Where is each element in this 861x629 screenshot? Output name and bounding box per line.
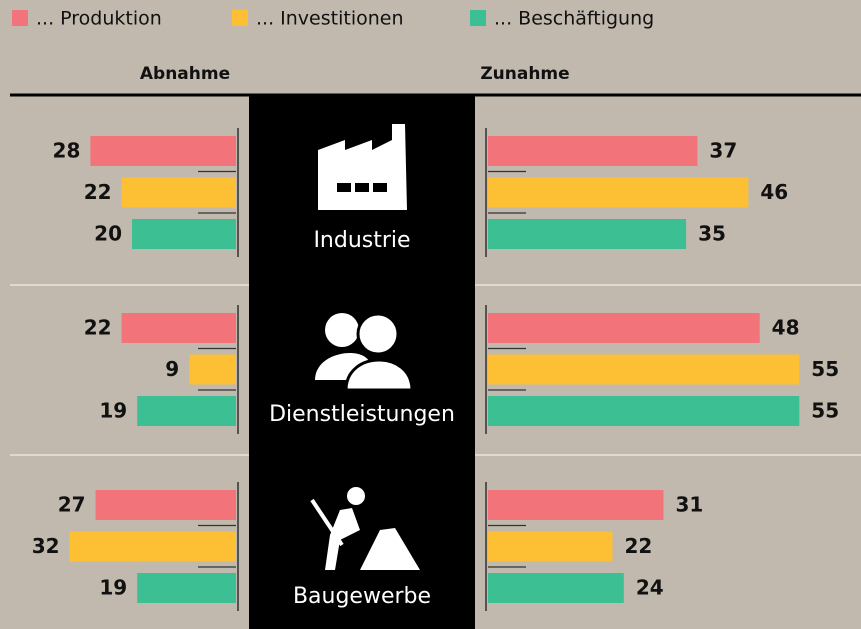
bar bbox=[121, 313, 236, 343]
legend-label: ... Beschäftigung bbox=[494, 8, 654, 30]
bar bbox=[488, 354, 800, 385]
category-label: Industrie bbox=[313, 228, 410, 253]
bar bbox=[137, 573, 236, 603]
bar bbox=[488, 136, 698, 166]
bar bbox=[488, 219, 687, 249]
people-icon bbox=[315, 312, 414, 392]
value-label: 55 bbox=[811, 399, 839, 423]
value-label: 27 bbox=[58, 493, 86, 517]
value-label: 28 bbox=[53, 139, 81, 163]
value-label: 37 bbox=[709, 139, 737, 163]
value-label: 19 bbox=[99, 576, 127, 600]
factory-icon bbox=[318, 124, 407, 210]
bar bbox=[488, 531, 613, 562]
legend-swatch bbox=[232, 10, 248, 26]
category-label: Baugewerbe bbox=[293, 584, 431, 609]
legend-label: ... Produktion bbox=[36, 8, 162, 30]
value-label: 32 bbox=[32, 534, 60, 558]
bar bbox=[137, 396, 236, 426]
bar bbox=[95, 490, 236, 520]
worker-icon bbox=[310, 487, 420, 570]
side-header: Abnahme bbox=[140, 64, 230, 84]
legend-swatch bbox=[470, 10, 486, 26]
bar bbox=[69, 531, 236, 562]
value-label: 22 bbox=[84, 316, 112, 340]
legend-label: ... Investitionen bbox=[256, 8, 404, 30]
bar bbox=[488, 490, 664, 520]
value-label: 48 bbox=[772, 316, 800, 340]
bar bbox=[488, 396, 800, 426]
value-label: 24 bbox=[636, 576, 664, 600]
value-label: 55 bbox=[811, 357, 839, 381]
bar bbox=[132, 219, 236, 249]
bar bbox=[488, 573, 624, 603]
category-label: Dienstleistungen bbox=[269, 402, 455, 427]
value-label: 31 bbox=[675, 493, 703, 517]
bar bbox=[488, 177, 749, 208]
value-label: 46 bbox=[760, 180, 788, 204]
bar bbox=[121, 177, 236, 208]
bar bbox=[189, 354, 236, 385]
value-label: 20 bbox=[94, 222, 122, 246]
value-label: 22 bbox=[84, 180, 112, 204]
value-label: 22 bbox=[625, 534, 653, 558]
value-label: 9 bbox=[165, 357, 179, 381]
legend-swatch bbox=[12, 10, 28, 26]
value-label: 35 bbox=[698, 222, 726, 246]
side-header: Zunahme bbox=[480, 64, 569, 84]
value-label: 19 bbox=[99, 399, 127, 423]
bar bbox=[90, 136, 237, 166]
bar bbox=[488, 313, 760, 343]
